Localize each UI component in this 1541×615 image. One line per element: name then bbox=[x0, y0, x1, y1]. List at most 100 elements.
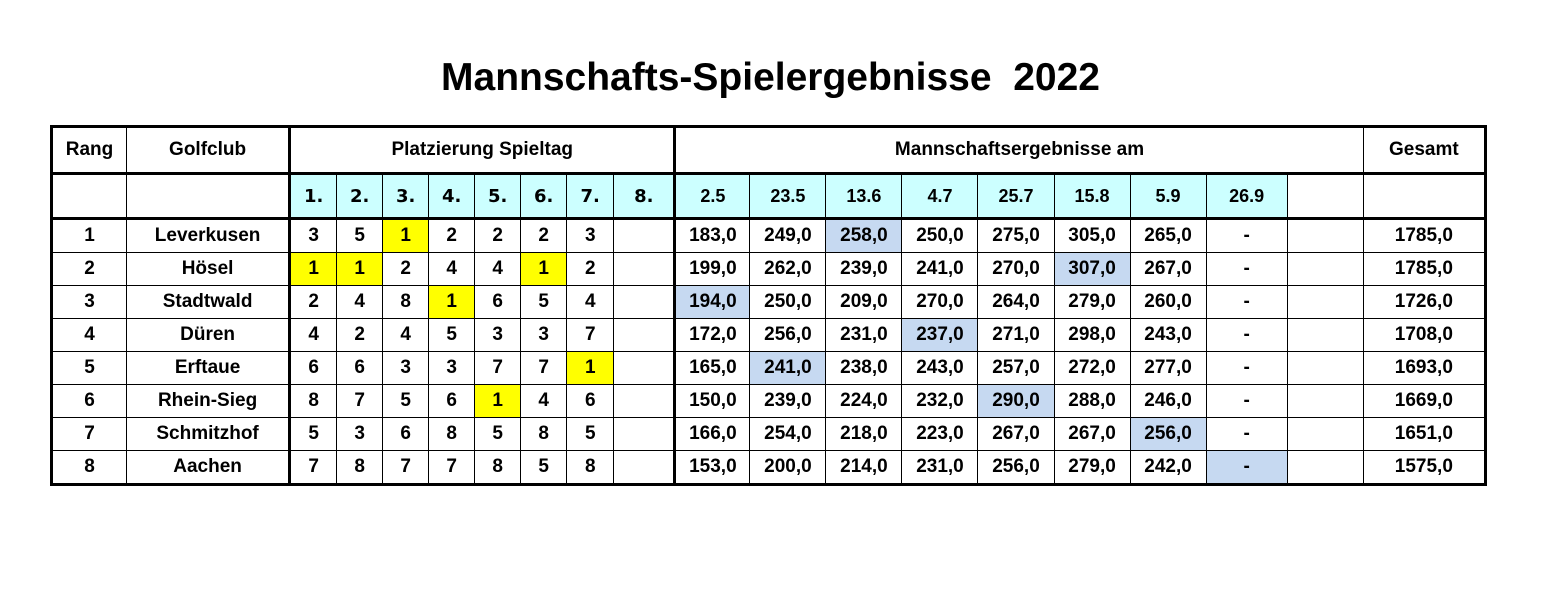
place-cell: 4 bbox=[428, 252, 476, 286]
table-row: 2 Hösel 1 1 2 4 4 1 2 199,0 262,0 239,0 … bbox=[50, 252, 1487, 286]
score-cell: 267,0 bbox=[1129, 252, 1207, 286]
place-cell: 7 bbox=[474, 351, 522, 385]
spieltag-header: 7. bbox=[566, 173, 615, 220]
total-cell: 1785,0 bbox=[1362, 218, 1487, 253]
place-cell: 5 bbox=[520, 450, 568, 485]
date-header: 23.5 bbox=[749, 173, 827, 220]
page-title: Mannschafts-Spielergebnisse 2022 bbox=[441, 56, 1100, 99]
score-cell: 172,0 bbox=[673, 318, 751, 352]
empty-cell bbox=[1286, 384, 1364, 418]
table-row: 3 Stadtwald 2 4 8 1 6 5 4 194,0 250,0 20… bbox=[50, 285, 1487, 319]
score-cell: 239,0 bbox=[749, 384, 827, 418]
header-platzierung: Platzierung Spieltag bbox=[288, 126, 676, 175]
place-cell: 3 bbox=[520, 318, 568, 352]
place-cell bbox=[613, 417, 676, 451]
score-cell: 224,0 bbox=[825, 384, 903, 418]
results-table: Rang Golfclub Platzierung Spieltag Manns… bbox=[50, 125, 1487, 486]
place-cell: 6 bbox=[382, 417, 430, 451]
place-cell: 6 bbox=[428, 384, 476, 418]
score-cell: 271,0 bbox=[977, 318, 1055, 352]
place-cell: 7 bbox=[520, 351, 568, 385]
header-blank bbox=[1362, 173, 1487, 220]
empty-cell bbox=[1286, 285, 1364, 319]
score-cell-best: 307,0 bbox=[1053, 252, 1131, 286]
score-cell: 298,0 bbox=[1053, 318, 1131, 352]
spieltag-header: 8. bbox=[613, 173, 676, 220]
score-cell: 262,0 bbox=[749, 252, 827, 286]
score-cell: 256,0 bbox=[977, 450, 1055, 485]
rang-cell: 8 bbox=[50, 450, 128, 485]
place-cell: 8 bbox=[474, 450, 522, 485]
score-cell: 275,0 bbox=[977, 218, 1055, 253]
total-cell: 1693,0 bbox=[1362, 351, 1487, 385]
total-cell: 1708,0 bbox=[1362, 318, 1487, 352]
place-cell: 8 bbox=[428, 417, 476, 451]
place-cell: 8 bbox=[288, 384, 338, 418]
score-cell: 200,0 bbox=[749, 450, 827, 485]
place-cell-winner: 1 bbox=[474, 384, 522, 418]
score-cell: 166,0 bbox=[673, 417, 751, 451]
total-cell: 1726,0 bbox=[1362, 285, 1487, 319]
club-cell: Leverkusen bbox=[126, 218, 291, 253]
score-cell: 214,0 bbox=[825, 450, 903, 485]
place-cell bbox=[613, 218, 676, 253]
place-cell: 3 bbox=[336, 417, 384, 451]
score-cell: - bbox=[1205, 285, 1288, 319]
spieltag-header: 3. bbox=[382, 173, 430, 220]
rang-cell: 2 bbox=[50, 252, 128, 286]
club-cell: Rhein-Sieg bbox=[126, 384, 291, 418]
table-row: 5 Erftaue 6 6 3 3 7 7 1 165,0 241,0 238,… bbox=[50, 351, 1487, 385]
score-cell: - bbox=[1205, 252, 1288, 286]
score-cell: 249,0 bbox=[749, 218, 827, 253]
place-cell: 7 bbox=[382, 450, 430, 485]
score-cell: 239,0 bbox=[825, 252, 903, 286]
date-header: 25.7 bbox=[977, 173, 1055, 220]
club-cell: Schmitzhof bbox=[126, 417, 291, 451]
place-cell: 4 bbox=[566, 285, 615, 319]
club-cell: Erftaue bbox=[126, 351, 291, 385]
score-cell: 199,0 bbox=[673, 252, 751, 286]
score-cell: 279,0 bbox=[1053, 285, 1131, 319]
empty-cell bbox=[1286, 450, 1364, 485]
score-cell-best: 290,0 bbox=[977, 384, 1055, 418]
place-cell: 7 bbox=[336, 384, 384, 418]
place-cell: 8 bbox=[336, 450, 384, 485]
rang-cell: 4 bbox=[50, 318, 128, 352]
score-cell: 223,0 bbox=[901, 417, 979, 451]
score-cell: 231,0 bbox=[901, 450, 979, 485]
score-cell: 305,0 bbox=[1053, 218, 1131, 253]
table-row: 6 Rhein-Sieg 8 7 5 6 1 4 6 150,0 239,0 2… bbox=[50, 384, 1487, 418]
place-cell: 6 bbox=[336, 351, 384, 385]
place-cell bbox=[613, 252, 676, 286]
score-cell: - bbox=[1205, 218, 1288, 253]
score-cell: 231,0 bbox=[825, 318, 903, 352]
total-cell: 1785,0 bbox=[1362, 252, 1487, 286]
place-cell bbox=[613, 450, 676, 485]
place-cell: 7 bbox=[428, 450, 476, 485]
rang-cell: 3 bbox=[50, 285, 128, 319]
place-cell: 2 bbox=[336, 318, 384, 352]
place-cell: 6 bbox=[288, 351, 338, 385]
header-golfclub: Golfclub bbox=[126, 126, 291, 175]
spieltag-header: 2. bbox=[336, 173, 384, 220]
date-header: 26.9 bbox=[1205, 173, 1288, 220]
table-row: 8 Aachen 7 8 7 7 8 5 8 153,0 200,0 214,0… bbox=[50, 450, 1487, 485]
score-cell: - bbox=[1205, 417, 1288, 451]
score-cell: 250,0 bbox=[901, 218, 979, 253]
score-cell-best: 237,0 bbox=[901, 318, 979, 352]
place-cell: 4 bbox=[336, 285, 384, 319]
table-row: 1 Leverkusen 3 5 1 2 2 2 3 183,0 249,0 2… bbox=[50, 218, 1487, 253]
score-cell: 277,0 bbox=[1129, 351, 1207, 385]
place-cell: 8 bbox=[382, 285, 430, 319]
place-cell: 3 bbox=[428, 351, 476, 385]
score-cell: 241,0 bbox=[901, 252, 979, 286]
place-cell: 4 bbox=[382, 318, 430, 352]
score-cell: 265,0 bbox=[1129, 218, 1207, 253]
score-cell-best: 256,0 bbox=[1129, 417, 1207, 451]
score-cell: 272,0 bbox=[1053, 351, 1131, 385]
club-cell: Aachen bbox=[126, 450, 291, 485]
place-cell: 7 bbox=[566, 318, 615, 352]
place-cell: 7 bbox=[288, 450, 338, 485]
score-cell: 267,0 bbox=[1053, 417, 1131, 451]
score-cell: 243,0 bbox=[1129, 318, 1207, 352]
